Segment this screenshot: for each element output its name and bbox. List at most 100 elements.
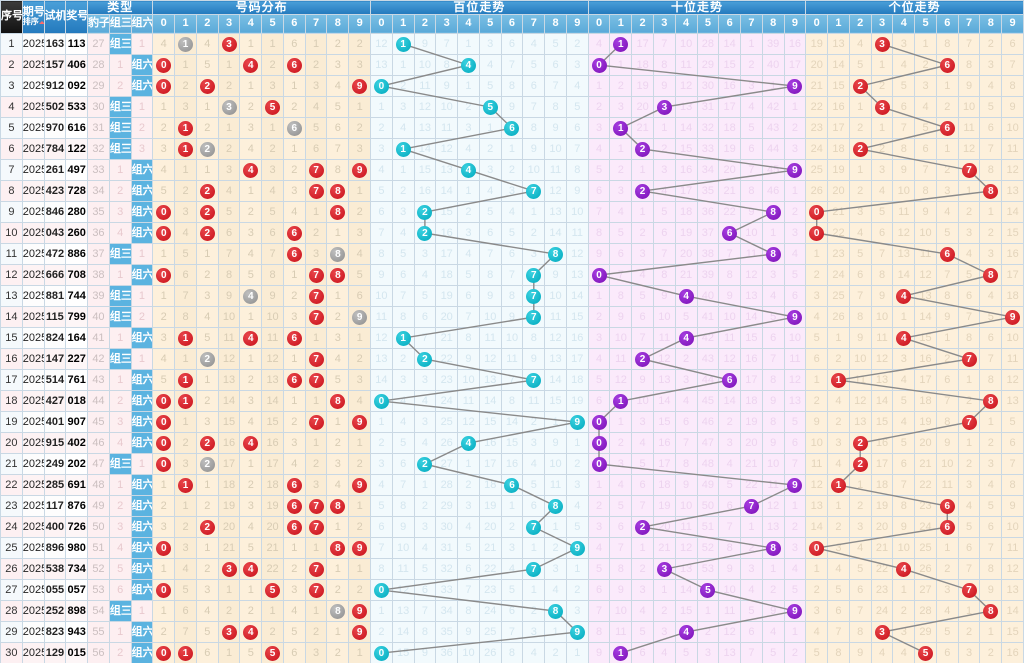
- sort-asc-icon[interactable]: [38, 18, 44, 25]
- col-sub-十位走势-2[interactable]: 2: [631, 13, 654, 34]
- hundreds-miss-8: 5: [544, 32, 567, 55]
- table-row[interactable]: 5202517597061631组三2212131656224131131689…: [0, 116, 1024, 139]
- col-sub-百位走势-1[interactable]: 1: [391, 13, 415, 34]
- col-sub-十位走势-5[interactable]: 5: [696, 13, 720, 34]
- col-sub-十位走势-7[interactable]: 7: [740, 13, 763, 34]
- col-sub-号码分布-3[interactable]: 3: [217, 13, 241, 34]
- table-row[interactable]: 92025179846280353组六032525418263215254113…: [0, 200, 1024, 223]
- col-sub-号码分布-4[interactable]: 4: [239, 13, 263, 34]
- table-row[interactable]: 11202518147288637组三115174763848531747638…: [0, 242, 1024, 265]
- table-row[interactable]: 32025173912092292组六022213134902119158674…: [0, 74, 1024, 97]
- tens-miss-8: 1: [761, 221, 785, 244]
- col-sub-个位走势-1[interactable]: 1: [827, 13, 850, 34]
- hundreds-miss-3: 30: [435, 515, 459, 538]
- col-sub-号码分布-0[interactable]: 0: [152, 13, 176, 34]
- col-sub-号码分布-5[interactable]: 5: [261, 13, 284, 34]
- hundreds-miss-9: 1: [565, 431, 589, 454]
- table-row[interactable]: 72025177261497331组六411343278941151343210…: [0, 158, 1024, 181]
- ball-marker: 3: [656, 561, 672, 577]
- units-miss-9: 18: [1001, 284, 1024, 307]
- col-sub-十位走势-0[interactable]: 0: [587, 13, 611, 34]
- table-row[interactable]: 272025197055057536组六05311537220126337235…: [0, 578, 1024, 601]
- col-sub-百位走势-8[interactable]: 8: [544, 13, 567, 34]
- ball-marker: 5: [700, 582, 716, 598]
- col-sub-号码分布-8[interactable]: 8: [326, 13, 350, 34]
- col-sub-百位走势-3[interactable]: 3: [435, 13, 459, 34]
- table-row[interactable]: 14202518411579940组三228410110372911862071…: [0, 305, 1024, 328]
- tens-miss-5: 32: [696, 116, 720, 139]
- dist-miss-5: 10: [261, 305, 284, 328]
- tens-miss-2: 1: [631, 200, 654, 223]
- row-test-number: 401: [43, 410, 67, 433]
- col-sub-十位走势-6[interactable]: 6: [718, 13, 742, 34]
- table-row[interactable]: 122025182666708381组六06285817859641858779…: [0, 263, 1024, 286]
- table-row[interactable]: 292025199823943551组六27534252192148359257…: [0, 620, 1024, 643]
- col-sub-百位走势-9[interactable]: 9: [565, 13, 589, 34]
- dist-hit-4: 4: [239, 620, 263, 643]
- tens-miss-4: 4: [674, 389, 698, 412]
- table-row[interactable]: 172025187514761431组六51113213675314332310…: [0, 368, 1024, 391]
- table-row[interactable]: 28202519825289854组三116422141891137348246…: [0, 599, 1024, 622]
- table-row[interactable]: 252025195896980514组六03121521118971043152…: [0, 536, 1024, 559]
- col-sub-百位走势-0[interactable]: 0: [370, 13, 393, 34]
- col-sub-百位走势-7[interactable]: 7: [522, 13, 546, 34]
- table-row[interactable]: 182025188427018442组六01214314118404424111…: [0, 389, 1024, 412]
- col-sub-百位走势-4[interactable]: 4: [457, 13, 480, 34]
- col-sub-十位走势-3[interactable]: 3: [652, 13, 676, 34]
- col-sub-个位走势-2[interactable]: 2: [848, 13, 872, 34]
- col-sub-十位走势-8[interactable]: 8: [761, 13, 785, 34]
- dist-miss-8: 1: [326, 221, 350, 244]
- table-row[interactable]: 102025180043260364组六04263662137421636521…: [0, 221, 1024, 244]
- col-sub-十位走势-9[interactable]: 9: [783, 13, 807, 34]
- table-row[interactable]: 302025200129015562组六01615563210159361026…: [0, 641, 1024, 663]
- table-row[interactable]: 192025189401907453组六01315415271914325121…: [0, 410, 1024, 433]
- table-row[interactable]: 6202517678412232组三3312242167331141242191…: [0, 137, 1024, 160]
- col-sub-百位走势-6[interactable]: 6: [500, 13, 524, 34]
- table-row[interactable]: 13202518388174439组三117394927161075196987…: [0, 284, 1024, 307]
- table-row[interactable]: 4202517450253330组三1131325245113121025978…: [0, 95, 1024, 118]
- row-issue: 2025193: [21, 494, 45, 517]
- col-sub-zu3[interactable]: 组三: [108, 13, 132, 34]
- table-row[interactable]: 232025193117876492组六21219319678158229319…: [0, 494, 1024, 517]
- row-index: 3: [0, 74, 23, 97]
- units-miss-6: 10: [935, 452, 959, 475]
- col-sub-个位走势-6[interactable]: 6: [935, 13, 959, 34]
- table-row[interactable]: 16202518614722742组三141212112174213222291…: [0, 347, 1024, 370]
- hundreds-miss-6: 3: [500, 179, 524, 202]
- col-sub-十位走势-1[interactable]: 1: [609, 13, 633, 34]
- col-sub-个位走势-7[interactable]: 7: [957, 13, 981, 34]
- col-sub-个位走势-5[interactable]: 5: [914, 13, 937, 34]
- ball-marker: 4: [678, 330, 694, 346]
- col-sub-号码分布-2[interactable]: 2: [195, 13, 219, 34]
- col-sub-baozi[interactable]: 豹子: [87, 13, 110, 34]
- table-row[interactable]: 22025172157406281组六015142623313110844756…: [0, 53, 1024, 76]
- col-sub-个位走势-4[interactable]: 4: [892, 13, 916, 34]
- col-sub-个位走势-8[interactable]: 8: [979, 13, 1003, 34]
- tens-miss-8: 45: [761, 158, 785, 181]
- units-miss-2: 8: [848, 620, 872, 643]
- col-sub-zu6[interactable]: 组六: [130, 13, 154, 34]
- table-row[interactable]: 82025178423728342组六522414378152161414371…: [0, 179, 1024, 202]
- col-sub-号码分布-9[interactable]: 9: [348, 13, 372, 34]
- col-sub-号码分布-7[interactable]: 7: [304, 13, 328, 34]
- table-row[interactable]: 262025196538734525组六14234222711811532622…: [0, 557, 1024, 580]
- hundreds-miss-5: 3: [478, 158, 502, 181]
- table-row[interactable]: 152025185824164411组六31511411613112172181…: [0, 326, 1024, 349]
- col-sub-号码分布-6[interactable]: 6: [282, 13, 306, 34]
- table-row[interactable]: 21202519124920247组三103217117423236227117…: [0, 452, 1024, 475]
- col-sub-百位走势-5[interactable]: 5: [478, 13, 502, 34]
- col-sub-十位走势-4[interactable]: 4: [674, 13, 698, 34]
- hundreds-miss-1: 15: [391, 641, 415, 663]
- dist-miss-1: 4: [174, 221, 197, 244]
- table-row[interactable]: 222025192285691481组六11118218634947128218…: [0, 473, 1024, 496]
- col-sub-个位走势-3[interactable]: 3: [870, 13, 894, 34]
- table-row[interactable]: 1202517116311327组三1414311612212197136452…: [0, 32, 1024, 55]
- dist-miss-0: 1: [152, 242, 176, 265]
- col-sub-个位走势-0[interactable]: 0: [805, 13, 829, 34]
- col-sub-个位走势-9[interactable]: 9: [1001, 13, 1024, 34]
- table-row[interactable]: 242025194400726503组六32220420671269330420…: [0, 515, 1024, 538]
- hundreds-miss-2: 10: [413, 53, 437, 76]
- col-sub-百位走势-2[interactable]: 2: [413, 13, 437, 34]
- table-row[interactable]: 202025190915402464组六02216416312125426416…: [0, 431, 1024, 454]
- col-sub-号码分布-1[interactable]: 1: [174, 13, 197, 34]
